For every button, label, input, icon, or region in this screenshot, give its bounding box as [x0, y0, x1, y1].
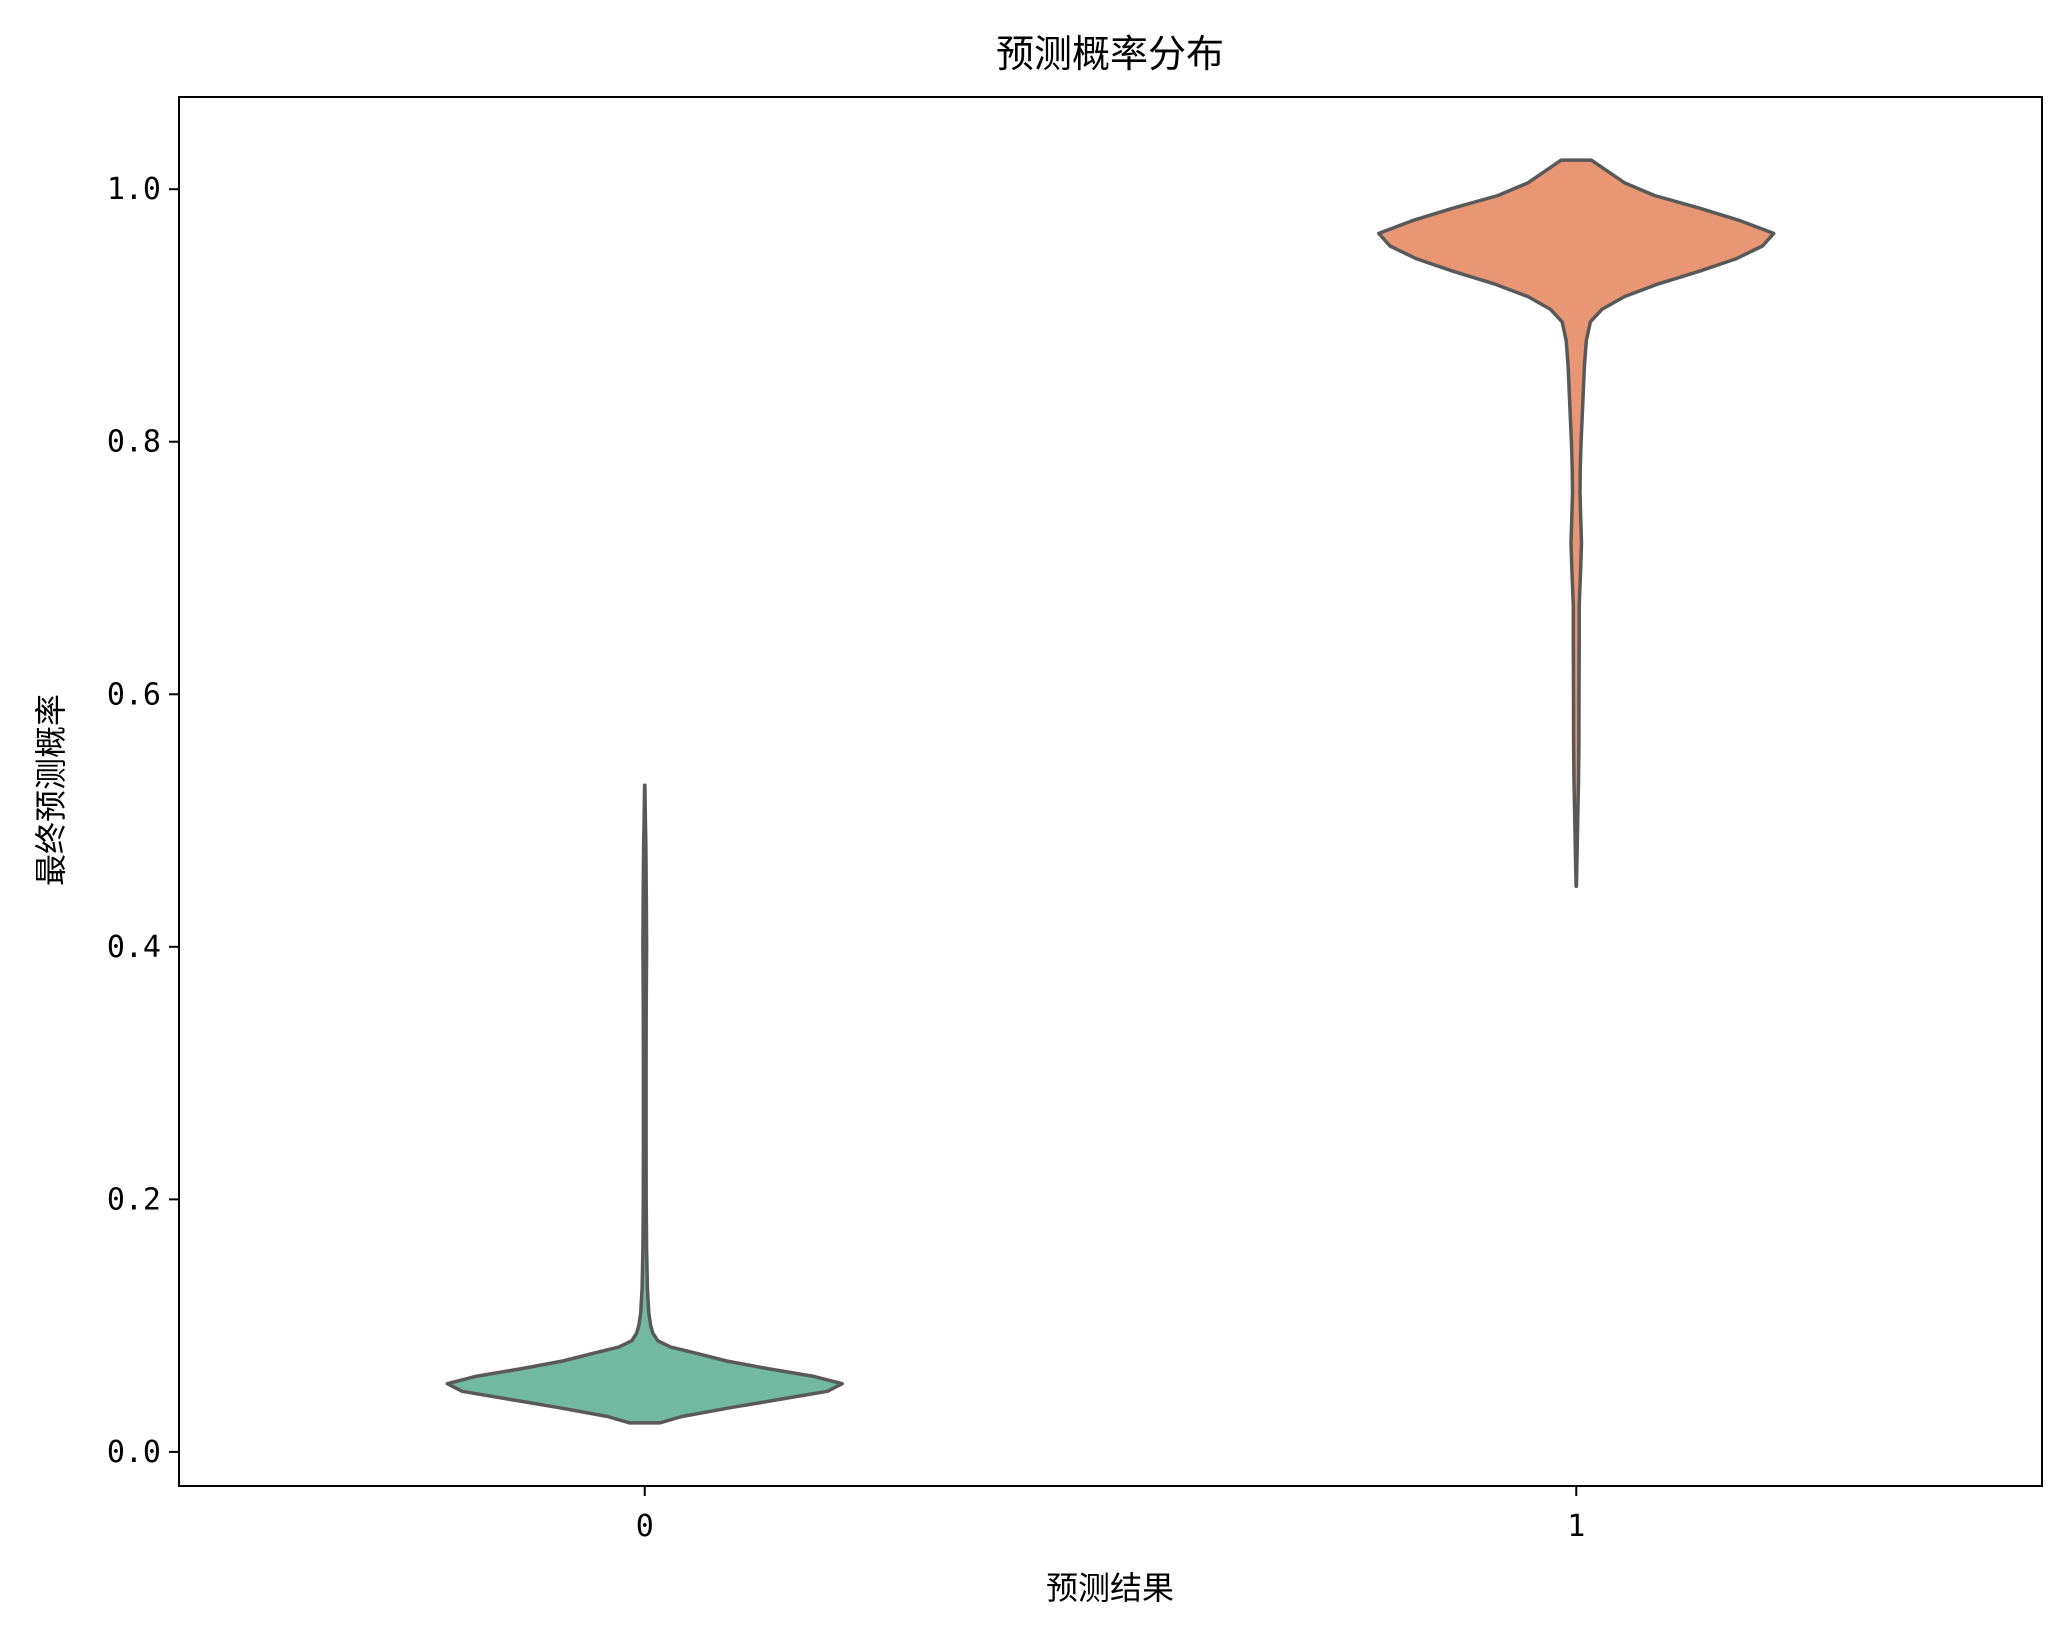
- x-tick-label: 1: [1567, 1509, 1585, 1544]
- y-tick-label: 0.2: [107, 1182, 161, 1217]
- x-axis-label: 预测结果: [1046, 1569, 1174, 1607]
- y-tick-label: 1.0: [107, 172, 161, 207]
- y-axis: 0.0 0.2 0.4 0.6 0.8 1.0: [107, 172, 179, 1470]
- chart-title: 预测概率分布: [996, 32, 1224, 76]
- y-tick-label: 0.8: [107, 425, 161, 460]
- y-tick-label: 0.0: [107, 1435, 161, 1470]
- violin-0: [445, 783, 844, 1425]
- y-tick-label: 0.6: [107, 677, 161, 712]
- y-axis-label: 最终预测概率: [32, 694, 70, 886]
- x-tick-label: 0: [636, 1509, 654, 1544]
- violin-group: [445, 158, 1776, 1425]
- plot-area-frame: [178, 96, 2043, 1487]
- violin-1: [1377, 158, 1776, 888]
- y-tick-label: 0.4: [107, 930, 161, 965]
